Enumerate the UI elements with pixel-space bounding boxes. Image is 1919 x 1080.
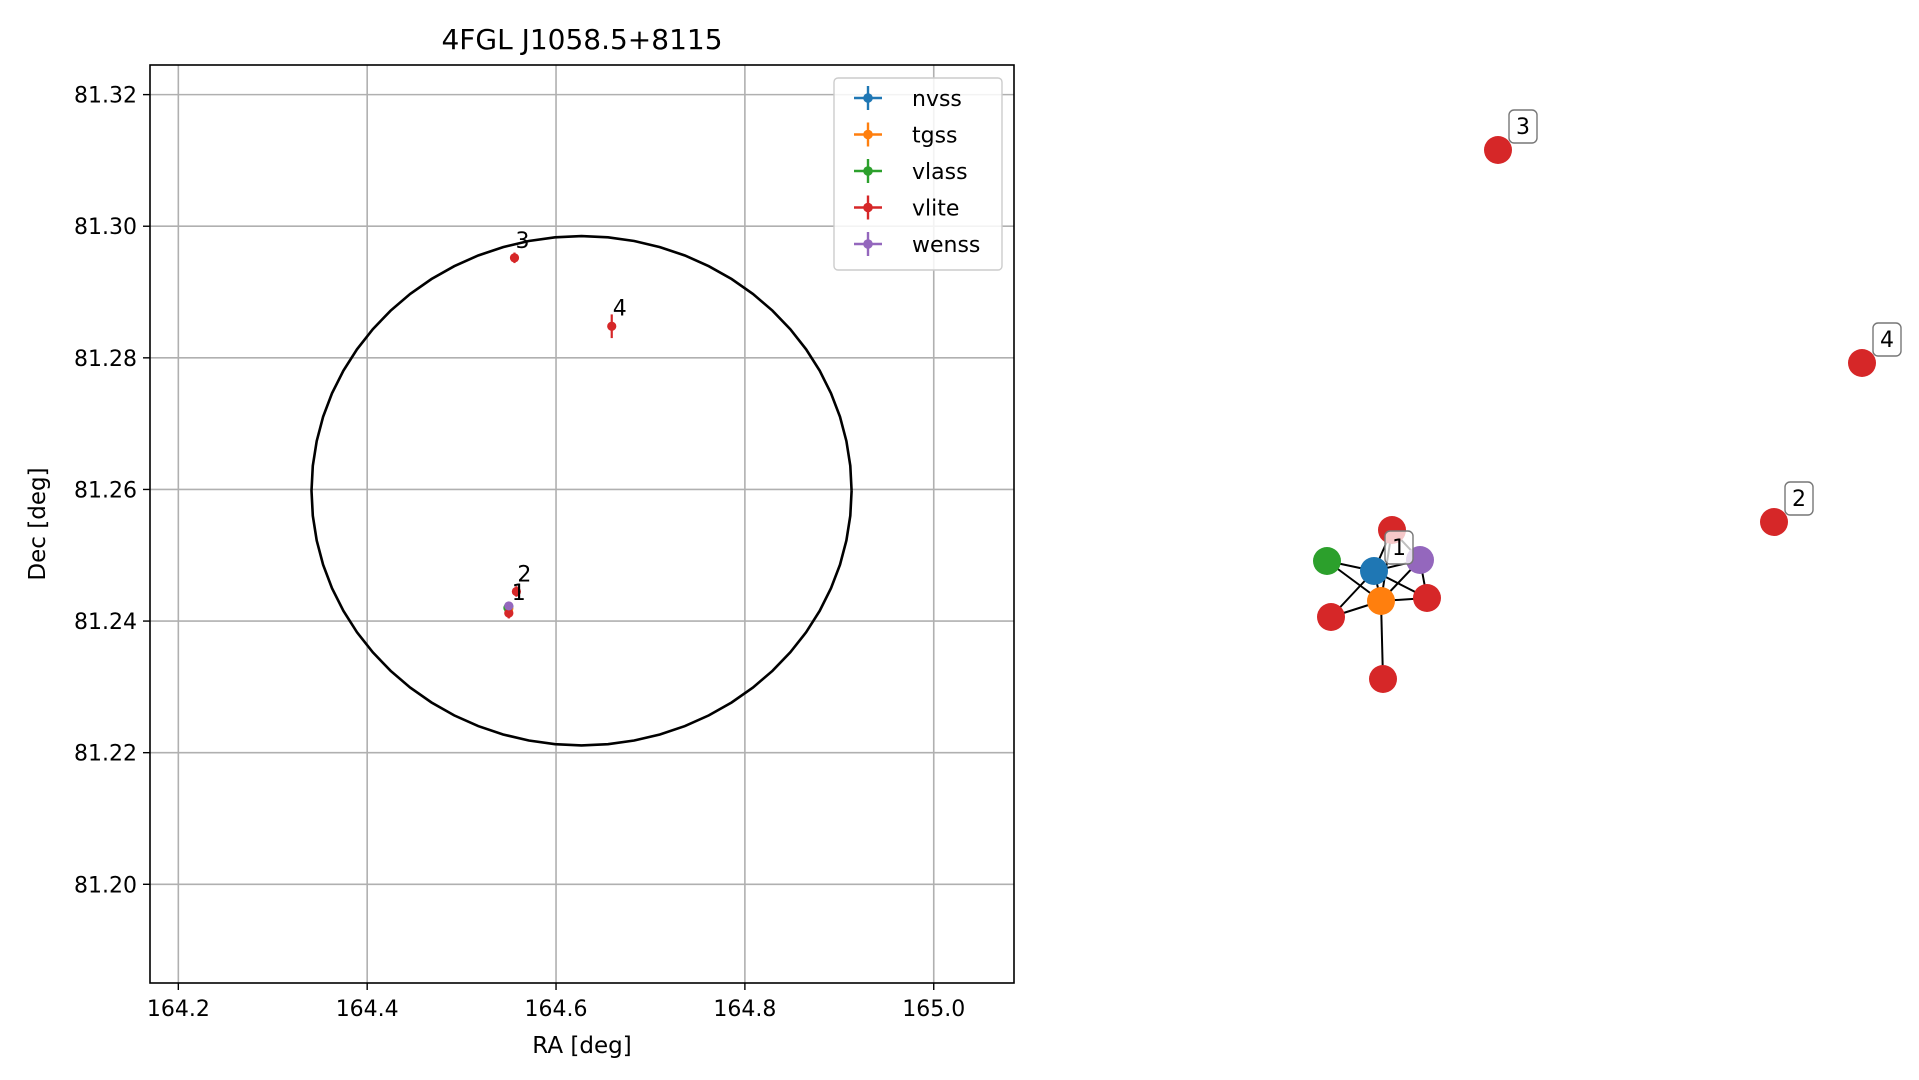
legend-swatch-marker <box>863 202 873 213</box>
vlite-point <box>607 314 617 339</box>
node-label-box <box>1872 322 1902 357</box>
legend-swatch-marker <box>863 129 873 140</box>
node-label-box <box>1784 481 1814 516</box>
y-tick-label: 81.28 <box>74 347 137 372</box>
vlite-marker <box>509 253 520 263</box>
network-node-vlite-d <box>1369 665 1397 693</box>
vlite-point <box>511 586 521 597</box>
network-node-nvss <box>1360 557 1388 585</box>
vlite-marker <box>504 608 514 618</box>
x-tick-label: 164.4 <box>336 997 399 1022</box>
network-node-label: 2 <box>1784 481 1814 516</box>
network-node-vlite-3 <box>1484 136 1512 164</box>
point-annotation: 3 <box>515 229 529 254</box>
legend-swatch-marker <box>863 166 873 176</box>
node-label-text: 2 <box>1792 487 1806 512</box>
x-tick-label: 165.0 <box>902 997 965 1022</box>
x-tick-label: 164.8 <box>713 997 776 1022</box>
axis-ticks: 164.2 164.4 164.6 164.8 165.0 81.20 81.22 81.24… <box>74 84 965 1022</box>
node-label-box <box>1508 109 1538 144</box>
x-tick-label: 164.2 <box>147 997 210 1022</box>
legend-label: nvss <box>912 87 962 112</box>
grid <box>150 65 1014 983</box>
network-node-label: 4 <box>1872 322 1902 357</box>
y-tick-label: 81.20 <box>74 873 137 898</box>
node-label-text: 1 <box>1392 536 1406 561</box>
network-node-label: 3 <box>1508 109 1538 144</box>
network-node-vlite-2 <box>1760 508 1788 536</box>
wenss-marker <box>504 601 514 611</box>
point-annotation: 4 <box>613 297 627 322</box>
point-annotations: 12 3 4 <box>512 229 627 606</box>
legend-label: vlass <box>912 160 968 185</box>
y-tick-label: 81.24 <box>74 610 137 635</box>
network-node-vlass <box>1313 547 1341 575</box>
point-annotation: 2 <box>517 562 531 587</box>
node-label-text: 4 <box>1880 328 1894 353</box>
plot-frame <box>149 64 1015 984</box>
legend-entry-vlite: vlite <box>854 195 959 222</box>
legend-label: tgss <box>912 124 958 149</box>
y-tick-label: 81.32 <box>74 84 137 109</box>
node-label-box <box>1384 530 1414 565</box>
y-tick-label: 81.22 <box>74 742 137 767</box>
network-node-vlite-4 <box>1848 349 1876 377</box>
node-label-text: 3 <box>1516 115 1530 140</box>
legend: nvss tgss vlass vlite wenss <box>833 77 1003 271</box>
legend-frame <box>833 77 1003 271</box>
network-node-vlite-c <box>1317 603 1345 631</box>
x-tick-label: 164.6 <box>525 997 588 1022</box>
legend-entry-vlass: vlass <box>854 159 968 185</box>
x-axis-label: RA [deg] <box>532 1033 631 1059</box>
network-node-labels: 1 2 3 4 <box>1384 109 1902 565</box>
y-tick-label: 81.30 <box>74 215 137 240</box>
error-ellipse <box>310 234 853 747</box>
network-node-tgss <box>1367 587 1395 615</box>
legend-swatch-marker <box>863 239 873 249</box>
legend-label: vlite <box>912 197 959 222</box>
y-axis-label: Dec [deg] <box>25 467 51 580</box>
chart-title: 4FGL J1058.5+8115 <box>441 23 722 56</box>
network-node-vlite-b <box>1413 584 1441 612</box>
y-tick-label: 81.26 <box>74 478 137 503</box>
vlite-marker <box>511 586 521 597</box>
legend-label: wenss <box>912 233 980 258</box>
legend-swatch-marker <box>863 93 873 103</box>
vlite-point <box>509 252 520 264</box>
network-nodes <box>1313 136 1876 693</box>
wenss-point <box>504 601 514 611</box>
data-points <box>503 252 617 619</box>
legend-entry-wenss: wenss <box>854 232 980 258</box>
ellipse-outline <box>310 234 853 747</box>
network-panel: 1 2 3 4 <box>1313 109 1902 693</box>
network-node-label: 1 <box>1384 530 1414 565</box>
legend-entry-tgss: tgss <box>854 122 958 149</box>
point-annotation: 1 <box>512 581 526 606</box>
legend-entry-nvss: nvss <box>854 86 962 112</box>
vlite-marker <box>607 321 617 331</box>
